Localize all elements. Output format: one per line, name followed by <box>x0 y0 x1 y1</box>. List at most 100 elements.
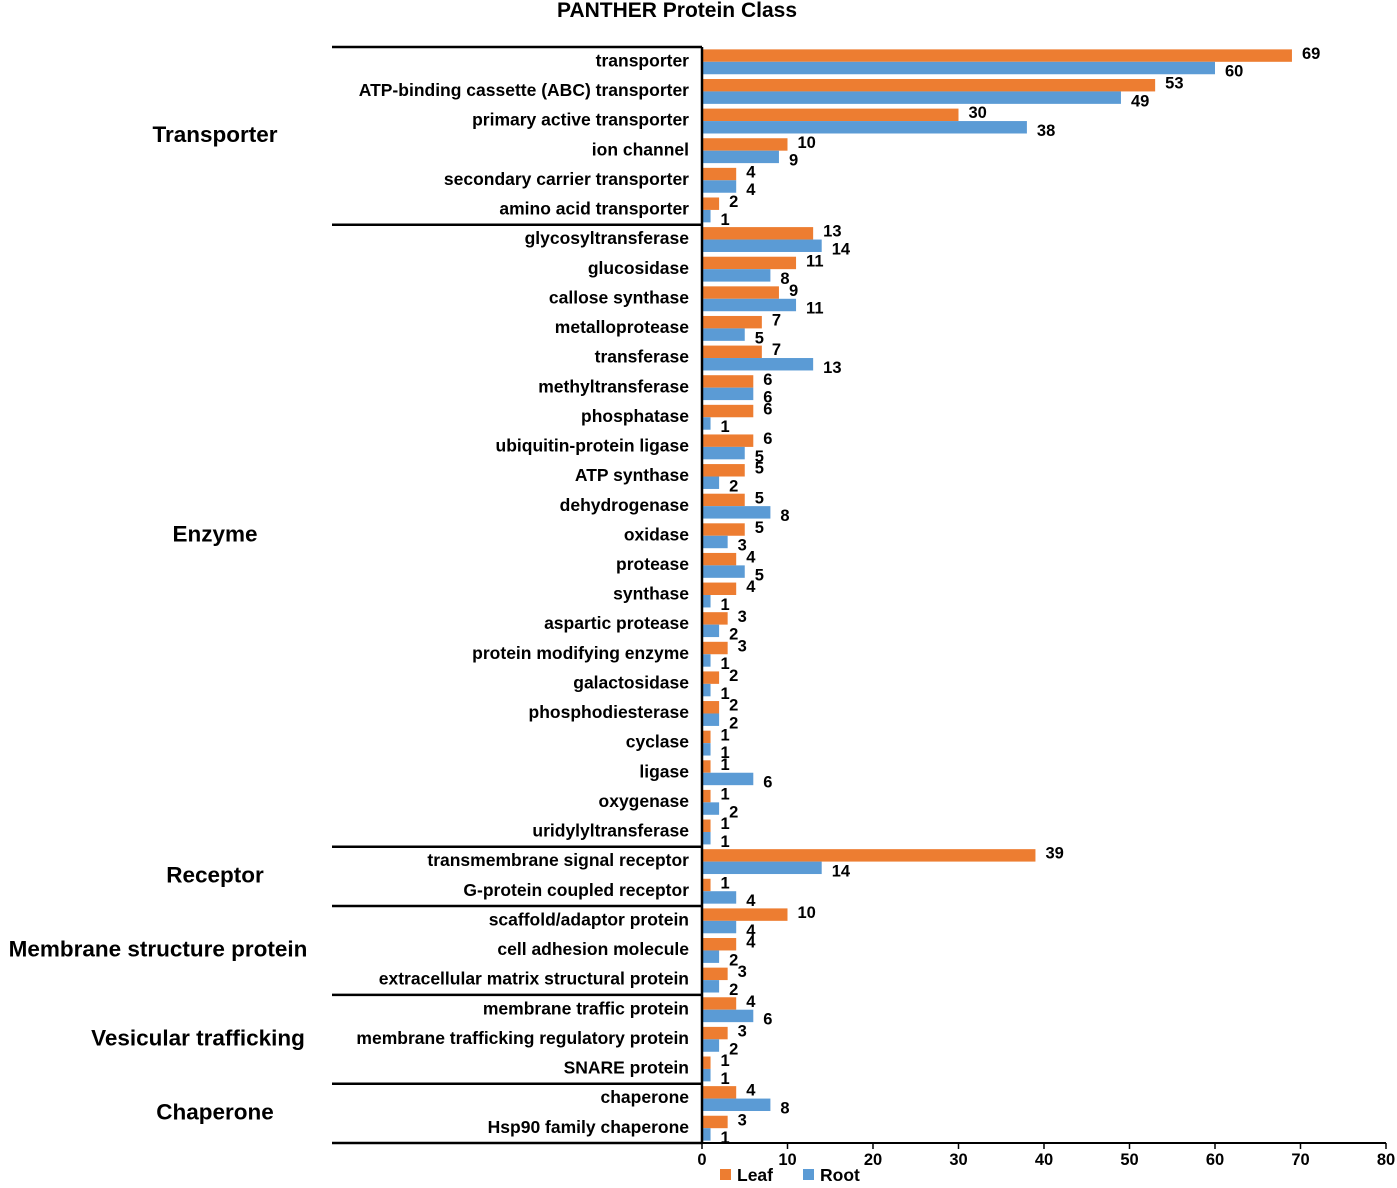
bar-leaf <box>702 49 1292 62</box>
bar-leaf <box>702 315 762 329</box>
x-tick-label: 10 <box>778 1151 796 1169</box>
value-label-root: 2 <box>729 951 738 969</box>
value-label-leaf: 5 <box>755 489 764 507</box>
category-label: callose synthase <box>549 287 689 307</box>
category-label: uridylyltransferase <box>532 821 689 841</box>
x-tick-label: 0 <box>697 1151 706 1169</box>
bar-root <box>702 358 814 371</box>
x-tick-label: 50 <box>1120 1151 1138 1169</box>
bar-leaf <box>702 167 737 181</box>
bar-leaf <box>702 967 728 981</box>
value-label-root: 5 <box>755 329 764 347</box>
bar-leaf <box>702 612 728 625</box>
value-label-root: 1 <box>721 833 730 851</box>
value-label-root: 8 <box>780 270 789 288</box>
category-labels: transporter ATP-binding cassette (ABC) tr… <box>356 50 689 1136</box>
bar-leaf <box>702 404 754 418</box>
value-label-leaf: 10 <box>798 904 816 922</box>
value-label-leaf: 1 <box>721 726 730 744</box>
bars <box>702 49 1292 1141</box>
bar-leaf <box>702 375 754 388</box>
value-label-root: 6 <box>763 1011 772 1029</box>
value-label-leaf: 2 <box>729 193 738 211</box>
value-label-leaf: 5 <box>755 460 764 478</box>
value-label-root: 2 <box>729 626 738 644</box>
value-label-leaf: 3 <box>738 963 747 981</box>
bar-root <box>702 980 720 993</box>
category-label: oxidase <box>624 524 689 544</box>
category-label: aspartic protease <box>544 613 689 633</box>
bar-leaf <box>702 523 745 536</box>
bar-root <box>702 387 754 401</box>
group-label: Transporter <box>152 122 277 147</box>
category-label: G-protein coupled receptor <box>463 880 689 900</box>
bar-leaf <box>702 582 737 595</box>
category-label: extracellular matrix structural protein <box>379 969 689 989</box>
bar-root <box>702 861 822 875</box>
value-label-leaf: 53 <box>1165 75 1183 93</box>
category-label: oxygenase <box>599 791 690 811</box>
bar-leaf <box>702 464 745 477</box>
bar-leaf <box>702 138 788 151</box>
value-label-leaf: 13 <box>823 223 841 241</box>
bar-leaf <box>702 938 737 951</box>
category-label: metalloprotease <box>555 317 689 337</box>
axes: 0 10 20 30 40 50 60 70 80 <box>697 47 1395 1169</box>
x-tick-label: 20 <box>864 1151 882 1169</box>
group-label: Receptor <box>166 862 264 887</box>
bar-root <box>702 1068 711 1082</box>
value-label-leaf: 39 <box>1045 845 1063 863</box>
group-labels: Transporter Enzyme Receptor Membrane struct… <box>9 122 308 1125</box>
bar-root <box>702 61 1215 75</box>
bar-leaf <box>702 434 754 447</box>
bar-root <box>702 920 737 934</box>
value-label-leaf: 3 <box>738 1111 747 1129</box>
value-label-root: 5 <box>755 566 764 584</box>
value-label-leaf: 2 <box>729 667 738 685</box>
value-label-root: 1 <box>721 685 730 703</box>
bar-root <box>702 209 711 223</box>
bar-root <box>702 446 745 460</box>
category-label: cyclase <box>626 732 690 752</box>
chart-title: PANTHER Protein Class <box>557 0 797 22</box>
value-label-leaf: 3 <box>738 1022 747 1040</box>
value-label-leaf: 7 <box>772 341 781 359</box>
value-label-leaf: 7 <box>772 312 781 330</box>
value-label-leaf: 6 <box>763 430 772 448</box>
value-label-root: 1 <box>721 655 730 673</box>
group-label: Membrane structure protein <box>9 936 308 961</box>
bar-root <box>702 683 711 697</box>
bar-root <box>702 1009 754 1023</box>
category-label: glucosidase <box>588 258 689 278</box>
category-label: ligase <box>639 761 689 781</box>
bar-leaf <box>702 1056 711 1069</box>
bar-root <box>702 1098 771 1112</box>
bar-leaf <box>702 819 711 832</box>
value-label-root: 38 <box>1037 122 1055 140</box>
bar-root <box>702 1128 711 1141</box>
value-label-root: 1 <box>721 1070 730 1088</box>
group-separators <box>332 45 702 1145</box>
bar-leaf <box>702 701 720 714</box>
group-label: Enzyme <box>172 522 257 547</box>
value-label-leaf: 5 <box>755 519 764 537</box>
category-label: ubiquitin-protein ligase <box>496 436 690 456</box>
bar-root <box>702 91 1121 104</box>
bar-leaf <box>702 641 728 655</box>
bar-root <box>702 654 711 667</box>
x-tick-label: 30 <box>949 1151 967 1169</box>
bar-leaf <box>702 345 762 359</box>
value-label-leaf: 3 <box>738 637 747 655</box>
category-label: transporter <box>596 50 690 70</box>
bar-leaf <box>702 908 788 921</box>
value-label-root: 8 <box>780 1100 789 1118</box>
value-label-leaf: 4 <box>746 163 756 181</box>
bar-root <box>702 595 711 608</box>
bar-leaf <box>702 849 1036 862</box>
value-label-root: 6 <box>763 389 772 407</box>
value-label-root: 1 <box>721 1129 730 1147</box>
value-label-leaf: 6 <box>763 371 772 389</box>
category-label: synthase <box>613 584 689 604</box>
value-label-leaf: 4 <box>746 549 756 567</box>
